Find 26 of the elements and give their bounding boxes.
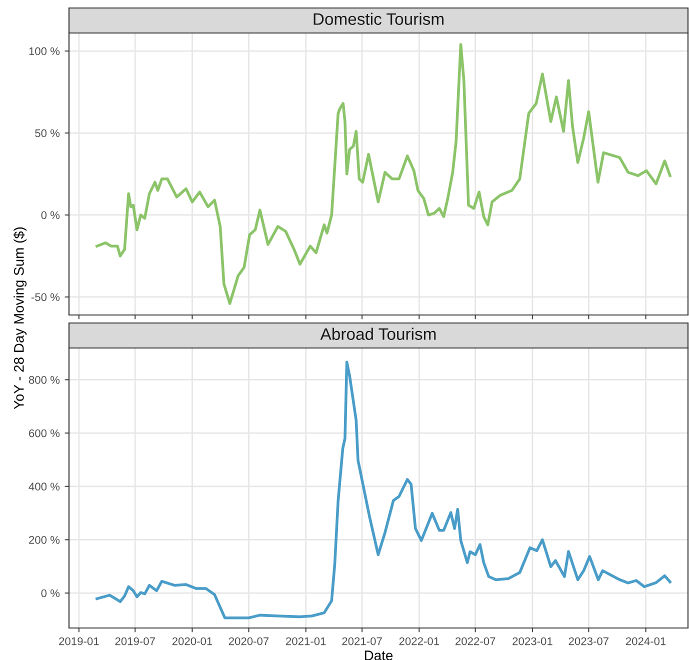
x-tick-label: 2021-01 [286, 637, 326, 646]
x-tick-label: 2019-07 [115, 637, 155, 646]
y-tick-label: 50 % [35, 129, 60, 138]
y-axis-title: YoY - 28 Day Moving Sum ($) [13, 227, 27, 410]
chart-title: Domestic Tourism [314, 12, 444, 25]
line-series [96, 360, 672, 620]
y-tick-label: 0 % [41, 589, 60, 598]
x-tick-label: 2021-07 [342, 637, 382, 646]
x-tick-label: 2019-01 [59, 637, 99, 646]
y-tick-label: 400 % [28, 482, 60, 491]
x-tick-label: 2023-01 [512, 637, 552, 646]
chart-title: Abroad Tourism [320, 328, 436, 340]
x-tick-label: 2022-07 [456, 637, 496, 646]
y-tick-label: 100 % [29, 47, 60, 56]
y-tick-label: 200 % [29, 536, 60, 544]
line-series [96, 43, 672, 305]
x-tick-label: 2023-07 [568, 637, 608, 646]
y-tick-label: 0 % [41, 211, 60, 220]
y-tick-label: 800 % [28, 376, 60, 384]
x-tick-label: 2020-07 [228, 637, 269, 646]
y-tick-label: 600 % [29, 429, 60, 438]
x-tick-label: 2020-01 [172, 637, 212, 646]
x-axis-title: Date [364, 650, 393, 660]
x-tick-label: 2024-01 [626, 637, 666, 646]
x-tick-label: 2022-01 [399, 637, 440, 646]
y-tick-label: -50 % [31, 293, 60, 302]
